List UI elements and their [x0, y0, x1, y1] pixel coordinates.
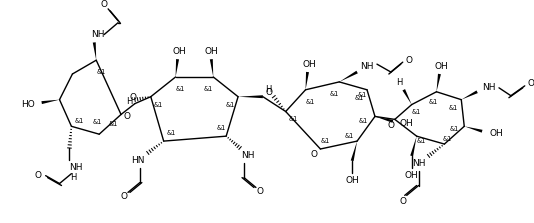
Text: &1: &1 — [429, 99, 438, 105]
Text: O: O — [311, 151, 318, 159]
Text: &1: &1 — [449, 105, 458, 111]
Polygon shape — [305, 72, 309, 90]
Polygon shape — [403, 89, 412, 105]
Text: &1: &1 — [108, 121, 117, 127]
Text: &1: &1 — [217, 125, 226, 131]
Polygon shape — [436, 74, 441, 92]
Polygon shape — [410, 136, 417, 156]
Text: NH: NH — [241, 151, 255, 160]
Text: HN: HN — [131, 156, 145, 165]
Text: H: H — [126, 97, 132, 106]
Text: O: O — [34, 171, 41, 180]
Text: &1: &1 — [417, 138, 426, 144]
Text: &1: &1 — [306, 99, 315, 105]
Polygon shape — [176, 59, 179, 77]
Polygon shape — [461, 91, 478, 100]
Text: OH: OH — [205, 47, 218, 56]
Text: OH: OH — [405, 171, 419, 180]
Text: &1: &1 — [225, 102, 235, 107]
Text: &1: &1 — [344, 133, 354, 139]
Text: &1: &1 — [358, 118, 368, 124]
Text: H: H — [397, 78, 403, 87]
Text: O: O — [121, 192, 128, 201]
Text: &1: &1 — [154, 102, 163, 107]
Text: &1: &1 — [289, 116, 299, 122]
Text: O: O — [123, 112, 130, 121]
Text: OH: OH — [345, 176, 359, 185]
Text: O: O — [101, 0, 108, 9]
Text: &1: &1 — [329, 91, 339, 97]
Polygon shape — [339, 71, 358, 82]
Polygon shape — [93, 42, 96, 60]
Text: O: O — [405, 56, 412, 65]
Text: O: O — [265, 88, 272, 97]
Text: NH: NH — [482, 83, 496, 92]
Text: H: H — [70, 173, 76, 182]
Text: NH: NH — [69, 163, 82, 172]
Text: NH: NH — [91, 30, 105, 39]
Text: OH: OH — [303, 60, 316, 69]
Text: OH: OH — [489, 129, 503, 138]
Polygon shape — [238, 95, 263, 98]
Text: &1: &1 — [97, 69, 106, 75]
Text: OH: OH — [435, 62, 449, 71]
Text: OH: OH — [172, 47, 186, 56]
Polygon shape — [464, 126, 483, 133]
Text: &1: &1 — [203, 86, 213, 92]
Text: H: H — [265, 85, 271, 94]
Text: O: O — [527, 79, 534, 88]
Text: HO: HO — [21, 100, 35, 109]
Text: O: O — [387, 121, 394, 130]
Text: NH: NH — [360, 62, 374, 71]
Text: &1: &1 — [443, 136, 452, 142]
Text: &1: &1 — [450, 126, 459, 132]
Text: &1: &1 — [92, 119, 102, 125]
Text: O: O — [399, 197, 406, 206]
Text: &1: &1 — [75, 118, 84, 124]
Polygon shape — [210, 59, 213, 77]
Text: &1: &1 — [355, 95, 364, 101]
Text: &1: &1 — [176, 86, 185, 92]
Polygon shape — [42, 100, 59, 104]
Text: &1: &1 — [412, 109, 421, 116]
Polygon shape — [375, 116, 393, 123]
Text: &1: &1 — [357, 92, 367, 98]
Text: NH: NH — [412, 159, 426, 168]
Text: OH: OH — [400, 119, 414, 128]
Text: &1: &1 — [167, 130, 176, 136]
Text: &1: &1 — [321, 138, 330, 144]
Text: O: O — [129, 93, 136, 102]
Polygon shape — [351, 141, 357, 161]
Text: O: O — [256, 187, 263, 196]
